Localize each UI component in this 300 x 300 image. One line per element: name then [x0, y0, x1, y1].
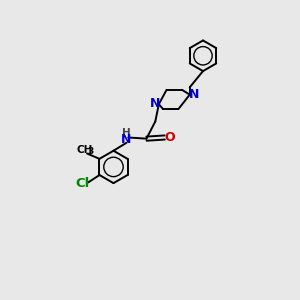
Text: O: O	[165, 131, 175, 144]
Text: N: N	[188, 88, 199, 100]
Text: N: N	[121, 133, 132, 146]
Text: N: N	[150, 97, 160, 110]
Text: Cl: Cl	[76, 177, 90, 190]
Text: 3: 3	[88, 147, 94, 156]
Text: CH: CH	[76, 145, 93, 155]
Text: H: H	[122, 128, 131, 138]
